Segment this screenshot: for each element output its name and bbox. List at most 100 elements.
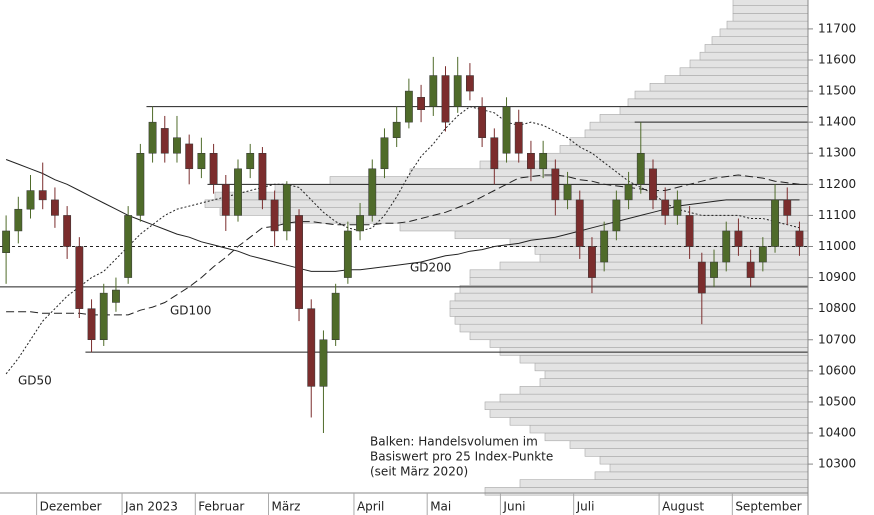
candle-body [136,152,145,216]
candle-body [649,168,657,201]
volume-bar [509,417,809,426]
candle-body [624,184,633,201]
volume-bar [649,83,809,92]
candle-body [356,215,364,232]
volume-bar [454,292,809,302]
candle-body [575,199,584,247]
candle-body [612,199,621,232]
y-tick-label: 10900 [818,270,856,284]
candle-body [295,215,303,309]
candle-body [124,215,133,278]
candle-body [795,230,804,247]
candle-body [197,152,206,170]
candle-body [441,75,450,123]
candle-body [588,246,596,278]
candle-body [478,106,487,138]
candle-body [319,339,328,387]
x-tick-label: Februar [198,500,244,514]
candle-body [368,168,377,216]
volume-bar [544,370,809,379]
candle-body [63,215,72,247]
candle-body [331,292,340,341]
y-tick-label: 10700 [818,332,856,346]
candle-body [539,152,548,170]
volume-bar [732,5,809,14]
candle-body [771,199,779,247]
volume-bar [539,378,809,387]
volume-bar [449,300,809,309]
x-tick-label: Dezember [40,500,102,514]
volume-bar [569,137,809,146]
y-tick-label: 10800 [818,301,856,315]
x-tick-label: Jan 2023 [124,500,178,514]
candle-body [99,292,108,341]
volume-bar [726,20,809,30]
annotation-line: Balken: Handelsvolumen im [370,435,538,449]
candle-body [697,261,706,294]
x-tick-label: September [735,500,801,514]
candle-body [185,143,194,170]
candle-body [453,75,462,107]
volume-bar [469,331,809,341]
volume-bar [469,269,809,278]
annotation-line: Basiswert pro 25 Index-Punkte [370,450,553,464]
volume-bar [519,386,809,395]
y-tick-label: 11500 [818,84,856,98]
candle-body [234,168,242,216]
volume-bar [719,28,809,37]
moving-average [6,174,800,316]
volume-bar [569,440,809,449]
x-tick-label: März [272,500,301,514]
candle-body [527,152,535,170]
volume-bar [534,362,809,372]
series-label: GD50 [18,374,52,388]
volume-bar [559,145,809,154]
volume-bar [484,487,809,496]
candle-body [783,199,792,216]
candle-body [51,199,59,216]
y-tick-label: 10500 [818,394,856,408]
volume-bar [704,44,809,53]
y-tick-label: 11600 [818,52,856,66]
volume-bar [409,168,809,177]
candle-body [14,208,23,232]
candle-body [734,230,743,247]
candle-body [661,199,670,216]
candle-body [600,230,609,263]
annotation-line: (seit März 2020) [370,465,468,479]
candle-body [2,230,11,253]
candle-body [417,97,425,110]
volume-bar [664,75,809,84]
candle-body [563,184,572,201]
volume-bar [711,36,809,45]
y-tick-label: 11000 [818,239,856,253]
candle-body [221,184,230,216]
volume-bar [499,261,809,271]
candle-body [673,199,682,216]
x-tick-label: August [662,500,704,514]
volume-bar [499,347,809,356]
volume-bar [329,176,809,185]
volume-bar [459,323,809,333]
x-tick-label: Juli [576,500,595,514]
candle-body [26,190,35,210]
candle-body [246,152,255,170]
y-tick-label: 11300 [818,146,856,160]
volume-bar [449,308,809,317]
candle-body [343,230,352,278]
candle-body [282,184,291,232]
volume-bar [599,114,809,123]
volume-bar [489,409,809,418]
volume-bar [529,424,809,434]
candle-body [307,308,316,387]
volume-bar [534,246,809,255]
volume-bar [454,230,809,240]
volume-bar [584,129,809,139]
candle-body [380,137,389,170]
volume-bar [469,277,809,286]
candle-body [38,190,47,201]
candle-body [722,230,731,263]
candle-body [112,289,120,303]
volume-bar [214,191,809,201]
